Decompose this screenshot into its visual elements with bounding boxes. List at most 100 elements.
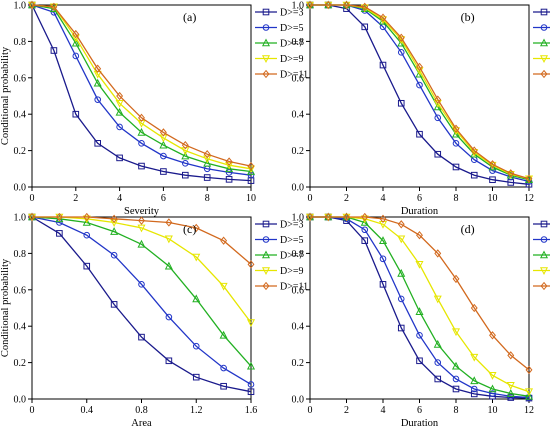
legend: S>=1 S>=3 S>=5 S>=7 S>=9 — [533, 8, 550, 79]
data-point — [165, 218, 173, 227]
y-tick-label: 1.0 — [292, 1, 305, 12]
data-point — [434, 95, 442, 104]
x-tick-label: 8 — [205, 193, 210, 204]
data-point — [379, 214, 387, 224]
legend-marker — [261, 250, 271, 259]
data-point — [415, 307, 424, 315]
data-point — [415, 261, 424, 269]
data-point — [306, 0, 314, 10]
x-tick-label: 0 — [30, 405, 35, 416]
data-point — [433, 339, 442, 348]
data-point — [489, 331, 496, 340]
data-point — [416, 130, 423, 138]
series-line — [31, 4, 252, 173]
legend-item: A>=0.6 — [533, 236, 550, 243]
x-tick-label: 4 — [381, 405, 386, 416]
x-tick-label: 10 — [246, 193, 256, 204]
data-point — [434, 359, 442, 366]
data-point — [50, 2, 58, 12]
data-point — [159, 140, 168, 149]
data-point — [83, 212, 91, 222]
x-axis-label: Severity — [124, 206, 160, 217]
data-point — [138, 113, 145, 123]
panel-label: (a) — [183, 10, 196, 24]
legend-item: A>=0.3 — [533, 220, 550, 228]
y-tick-label: 0.0 — [292, 395, 305, 406]
data-point — [165, 313, 173, 321]
data-point — [397, 99, 405, 107]
series-5 — [28, 0, 255, 171]
panel-label: (c) — [183, 222, 196, 236]
data-point — [55, 212, 63, 222]
data-point — [159, 128, 167, 137]
x-axis-label: Area — [131, 418, 152, 429]
legend-label: D>=11 — [280, 70, 308, 81]
data-point — [28, 212, 36, 222]
series-line — [310, 216, 530, 397]
panel-label: (d) — [461, 222, 475, 236]
data-point — [192, 253, 201, 262]
legend-item: D>=11 — [255, 70, 308, 81]
panel-c: 0 0.4 0.8 1.2 1.6 0.0 0.2 0.4 0.6 0.8 1.0 Area Condi… — [0, 213, 308, 429]
y-tick-label: 1.0 — [14, 1, 27, 12]
data-point — [470, 303, 478, 313]
data-point — [489, 176, 496, 184]
series-3 — [305, 212, 534, 400]
legend-item: D>=7 — [255, 251, 304, 262]
legend-item: D>=5 — [255, 235, 304, 246]
x-tick-label: 0 — [308, 405, 313, 416]
y-tick-label: 0.4 — [292, 322, 305, 333]
data-point — [397, 235, 406, 244]
data-point — [94, 96, 101, 103]
data-point — [470, 376, 479, 385]
data-point — [470, 385, 478, 393]
legend-item: S>=3 — [533, 24, 550, 31]
legend-item: A>=1.2 — [533, 267, 550, 275]
legend-item: D>=9 — [255, 54, 304, 65]
legend-item: A>=1.5 — [533, 281, 550, 291]
panel-b: 0 2 4 6 8 10 12 0.0 0.2 0.4 0.6 0.8 1.0 Duration (b) S>… — [292, 0, 550, 217]
x-tick-label: 4 — [117, 193, 122, 204]
legend-marker — [261, 267, 271, 275]
data-point — [115, 107, 124, 116]
series-4 — [305, 1, 534, 184]
legend-marker — [539, 55, 549, 63]
data-point — [361, 237, 369, 244]
data-point — [488, 372, 497, 380]
y-axis-label: Conditional probability — [0, 46, 11, 145]
series-line — [310, 216, 530, 399]
data-point — [247, 381, 255, 388]
data-point — [71, 38, 80, 47]
y-tick-label: 0.0 — [292, 183, 305, 194]
x-tick-label: 1.2 — [190, 405, 203, 416]
legend-marker — [539, 267, 549, 275]
legend-item: D>=3 — [255, 8, 304, 19]
legend-label: D>=7 — [280, 39, 304, 50]
data-point — [434, 375, 442, 383]
legend-label: D>=3 — [280, 220, 304, 231]
legend: A>=0.3 A>=0.6 A>=0.9 A>=1.2 A>=1.5 — [533, 220, 550, 291]
series-line — [310, 4, 530, 181]
data-point — [137, 127, 146, 136]
data-point — [306, 212, 314, 222]
data-point — [433, 295, 442, 304]
data-point — [110, 214, 118, 224]
data-point — [524, 391, 534, 400]
series-line — [31, 4, 252, 182]
y-tick-label: 1.0 — [14, 213, 27, 224]
data-point — [164, 261, 173, 270]
series-5 — [306, 0, 533, 183]
series-2 — [306, 1, 533, 185]
y-axis-label: Conditional probability — [0, 258, 11, 357]
legend-marker — [261, 38, 271, 47]
data-point — [165, 357, 173, 365]
legend-item: S>=5 — [533, 38, 550, 47]
data-point — [246, 361, 256, 370]
data-point — [488, 384, 497, 393]
x-axis-label: Duration — [401, 418, 439, 429]
data-point — [416, 332, 423, 339]
data-point — [361, 23, 369, 31]
data-point — [247, 161, 255, 171]
legend-label: D>=5 — [280, 23, 304, 34]
legend-marker — [540, 281, 548, 291]
